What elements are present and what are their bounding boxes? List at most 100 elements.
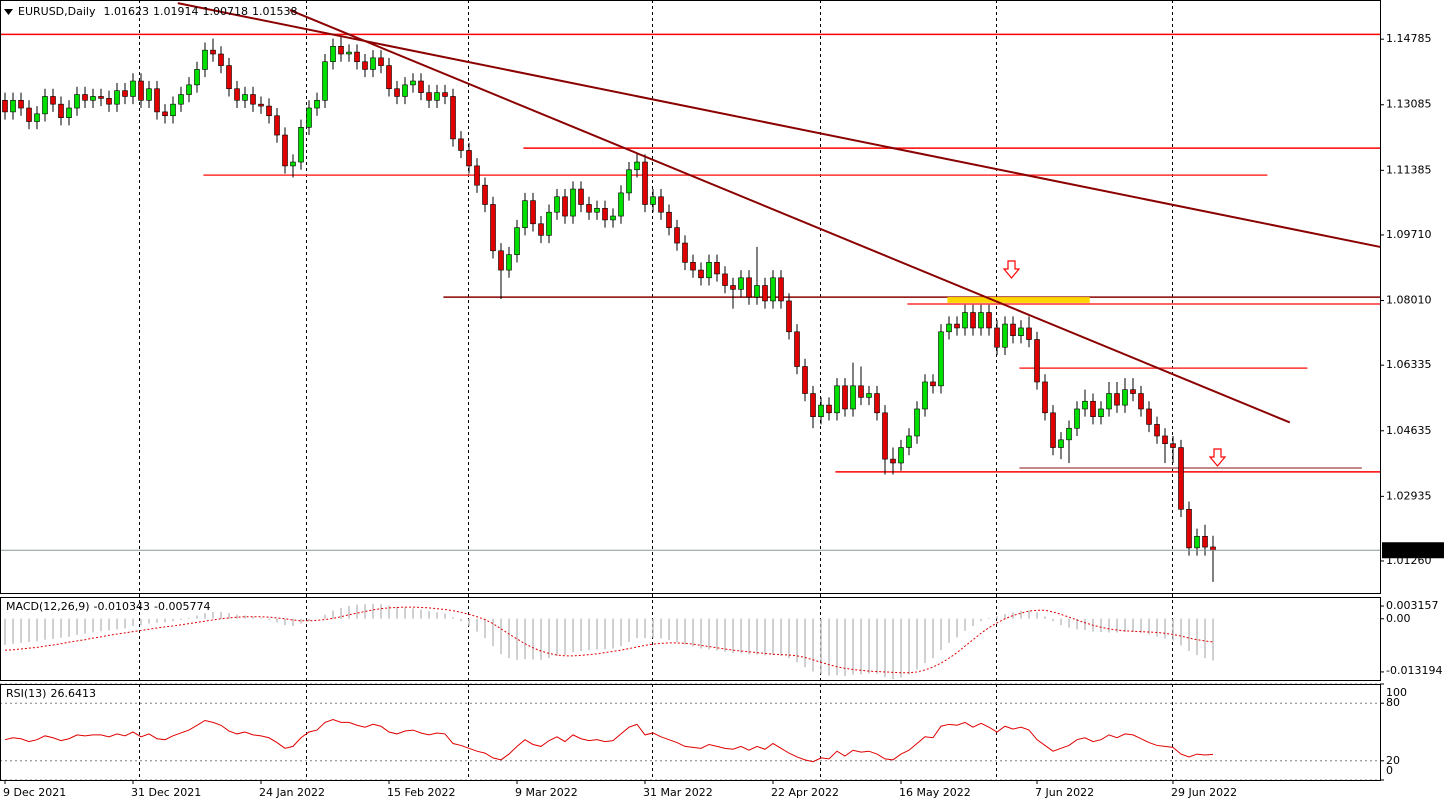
- candle-body: [234, 88, 240, 101]
- candle-body: [434, 92, 440, 101]
- candle-body: [290, 161, 296, 167]
- trendline: [177, 2, 1381, 248]
- candle-body: [586, 204, 592, 213]
- rsi-line: [4, 718, 1214, 763]
- candle-body: [1066, 427, 1072, 441]
- candle-body: [162, 111, 168, 117]
- candle-body: [578, 188, 584, 205]
- candle-body: [1178, 447, 1184, 510]
- candle-body: [754, 285, 760, 298]
- candle-body: [498, 250, 504, 271]
- candle-body: [602, 208, 608, 221]
- macd-header: MACD(12,26,9) -0.010343 -0.005774: [6, 600, 210, 613]
- y-tick-label: 0: [1386, 764, 1393, 777]
- current-price-box: [1382, 542, 1444, 559]
- candle-body: [98, 96, 104, 99]
- candle-body: [826, 404, 832, 414]
- candle-body: [690, 262, 696, 271]
- candle-body: [74, 94, 80, 109]
- x-tick-label: 29 Jun 2022: [1171, 786, 1237, 799]
- candle-body: [418, 80, 424, 93]
- candle-body: [258, 103, 264, 107]
- candle-body: [730, 285, 736, 290]
- candle-body: [778, 277, 784, 302]
- y-tick-label: 0.00: [1386, 612, 1411, 625]
- close-value: 1.01538: [252, 5, 298, 18]
- candle-body: [962, 312, 968, 329]
- candle-body: [426, 92, 432, 101]
- rsi-panel-frame: [0, 684, 1381, 781]
- candle-body: [978, 312, 984, 329]
- candle-body: [938, 331, 944, 387]
- candle-body: [394, 88, 400, 97]
- candle-body: [674, 227, 680, 244]
- candle-body: [770, 277, 776, 302]
- candle-body: [202, 49, 208, 70]
- candle-body: [410, 80, 416, 86]
- candle-body: [706, 262, 712, 279]
- candle-body: [146, 88, 152, 101]
- candle-body: [610, 215, 616, 221]
- candle-body: [802, 366, 808, 394]
- x-tick-label: 24 Jan 2022: [259, 786, 325, 799]
- candle-body: [1058, 439, 1064, 448]
- candle-body: [810, 393, 816, 417]
- candle-body: [546, 211, 552, 236]
- x-tick-label: 31 Mar 2022: [643, 786, 713, 799]
- candle-body: [122, 90, 128, 97]
- candle-body: [386, 65, 392, 90]
- candle-body: [114, 90, 120, 105]
- candle-body: [2, 100, 8, 113]
- candle-body: [458, 138, 464, 151]
- candle-body: [850, 385, 856, 410]
- candle-body: [1018, 327, 1024, 336]
- candle-body: [314, 100, 320, 109]
- candle-body: [1090, 400, 1096, 417]
- candle-body: [722, 273, 728, 286]
- candle-body: [106, 98, 112, 105]
- candle-body: [626, 169, 632, 194]
- rsi-value: 26.6413: [50, 687, 96, 700]
- candle-body: [186, 84, 192, 95]
- candle-body: [738, 277, 744, 290]
- candle-body: [50, 96, 56, 105]
- candle-body: [1170, 443, 1176, 448]
- down-arrow: [1208, 448, 1227, 467]
- macd-panel-frame: [0, 597, 1381, 681]
- high-value: 1.01914: [153, 5, 199, 18]
- candle-body: [154, 88, 160, 113]
- x-tick-label: 15 Feb 2022: [387, 786, 455, 799]
- candle-body: [242, 94, 248, 101]
- candle-body: [370, 57, 376, 70]
- candle-body: [946, 323, 952, 333]
- candle-body: [82, 94, 88, 101]
- candle-body: [746, 277, 752, 298]
- candle-body: [250, 94, 256, 105]
- candle-body: [506, 254, 512, 271]
- macd-value: -0.010343: [94, 600, 150, 613]
- candle-body: [834, 385, 840, 414]
- candle-body: [562, 196, 568, 217]
- x-tick-label: 16 May 2022: [899, 786, 971, 799]
- candle-body: [818, 404, 824, 417]
- candle-body: [306, 107, 312, 128]
- candle-body: [666, 211, 672, 228]
- candle-body: [714, 262, 720, 275]
- x-tick-label: 9 Dec 2021: [3, 786, 66, 799]
- chart-header: EURUSD,Daily 1.01623 1.01914 1.00718 1.01538: [18, 5, 297, 18]
- candle-body: [474, 165, 480, 186]
- candle-body: [10, 100, 16, 113]
- trendline: [289, 9, 1291, 424]
- candle-body: [906, 435, 912, 448]
- candle-body: [322, 61, 328, 101]
- candle-body: [226, 65, 232, 90]
- candle-body: [138, 80, 144, 101]
- x-tick-label: 9 Mar 2022: [515, 786, 578, 799]
- candle-body: [1050, 412, 1056, 448]
- candle-body: [194, 69, 200, 86]
- candle-body: [330, 45, 336, 63]
- candle-body: [362, 61, 368, 70]
- candle-body: [58, 103, 64, 118]
- candle-body: [18, 100, 24, 109]
